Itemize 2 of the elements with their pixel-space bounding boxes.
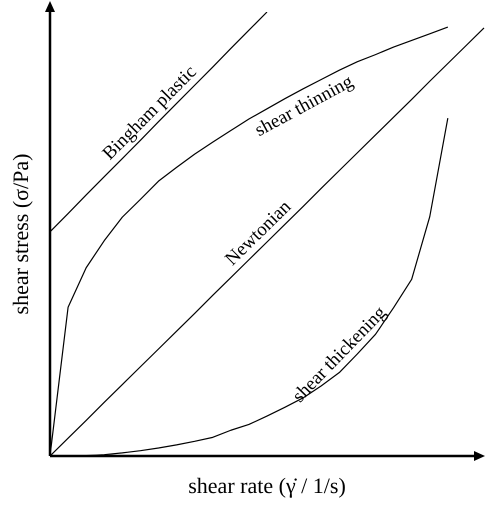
y-axis-title: shear stress (σ/Pa): [8, 154, 33, 314]
x-axis-title: shear rate (γ̇ / 1/s): [188, 472, 346, 498]
